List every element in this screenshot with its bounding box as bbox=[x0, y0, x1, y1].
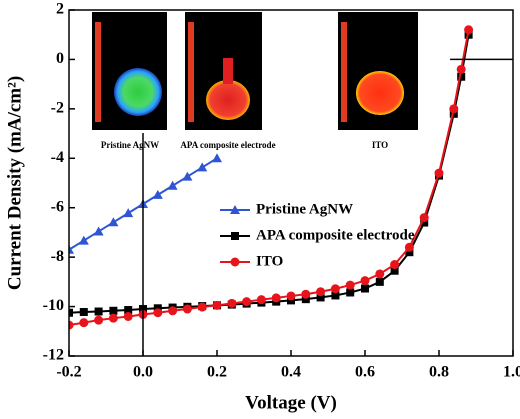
legend-marker bbox=[230, 257, 240, 267]
data-point bbox=[390, 260, 400, 270]
y-tick-label: -2 bbox=[51, 100, 64, 117]
legend-label: APA composite electrode bbox=[256, 227, 415, 243]
data-point bbox=[456, 64, 466, 74]
y-tick-label: -4 bbox=[51, 149, 64, 166]
plot-area bbox=[69, 25, 474, 330]
data-point bbox=[420, 218, 429, 227]
data-point bbox=[69, 308, 73, 317]
data-point bbox=[109, 306, 118, 315]
data-point bbox=[197, 302, 207, 312]
inset-label: ITO bbox=[372, 140, 388, 150]
data-point bbox=[286, 291, 296, 301]
x-axis-title: Voltage (V) bbox=[245, 392, 337, 413]
x-tick-label: 0.8 bbox=[429, 364, 449, 381]
y-tick-label: 0 bbox=[56, 50, 64, 67]
data-point bbox=[69, 320, 74, 330]
colorbar bbox=[188, 22, 194, 122]
legend-marker bbox=[231, 232, 239, 240]
y-axis-title: Current Density (mA/cm²) bbox=[4, 76, 25, 290]
y-tick-label: -6 bbox=[51, 198, 64, 215]
x-tick-label: 0.0 bbox=[133, 364, 153, 381]
data-point bbox=[167, 180, 178, 190]
data-point bbox=[123, 208, 134, 218]
data-point bbox=[449, 109, 458, 118]
data-point bbox=[301, 289, 311, 299]
data-point bbox=[301, 295, 310, 304]
data-point bbox=[360, 276, 370, 286]
data-point bbox=[152, 189, 163, 199]
data-point bbox=[405, 248, 414, 257]
data-point bbox=[464, 25, 474, 35]
data-point bbox=[375, 277, 384, 286]
data-point bbox=[449, 104, 459, 114]
y-tick-label: -8 bbox=[51, 248, 64, 265]
data-point bbox=[404, 242, 414, 252]
y-tick-label: -10 bbox=[43, 297, 64, 314]
x-tick-label: -0.2 bbox=[56, 364, 81, 381]
inset-sample bbox=[114, 68, 162, 116]
data-point bbox=[212, 153, 222, 163]
data-point bbox=[331, 291, 340, 300]
data-point bbox=[78, 235, 89, 245]
data-point bbox=[390, 266, 399, 275]
legend-label: ITO bbox=[256, 253, 283, 269]
data-point bbox=[345, 280, 355, 290]
inset-label: Pristine AgNW bbox=[101, 140, 159, 150]
data-point bbox=[330, 284, 340, 294]
data-point bbox=[94, 307, 103, 316]
x-tick-label: 1.0 bbox=[503, 364, 520, 381]
data-point bbox=[316, 293, 325, 302]
data-point bbox=[419, 213, 429, 223]
data-point bbox=[197, 162, 208, 172]
x-tick-label: 0.6 bbox=[355, 364, 375, 381]
data-point bbox=[227, 298, 237, 308]
colorbar bbox=[95, 22, 101, 122]
legend-marker bbox=[230, 205, 240, 214]
data-point bbox=[256, 295, 266, 305]
data-point bbox=[242, 297, 252, 307]
x-tick-label: 0.2 bbox=[207, 364, 227, 381]
data-point bbox=[212, 300, 222, 310]
data-point bbox=[346, 288, 355, 297]
data-point bbox=[123, 311, 133, 321]
data-point bbox=[153, 308, 163, 318]
inset-sample bbox=[223, 58, 233, 84]
y-tick-label: -12 bbox=[43, 347, 64, 364]
data-point bbox=[108, 217, 119, 227]
data-point bbox=[124, 306, 133, 315]
data-point bbox=[93, 226, 104, 236]
data-point bbox=[361, 284, 369, 293]
data-point bbox=[79, 308, 88, 317]
x-tick-label: 0.4 bbox=[281, 364, 301, 381]
inset-sample bbox=[206, 80, 250, 120]
data-point bbox=[457, 72, 466, 81]
inset-label: APA composite electrode bbox=[180, 140, 275, 150]
data-point bbox=[182, 304, 192, 314]
legend-label: Pristine AgNW bbox=[256, 201, 353, 217]
colorbar bbox=[341, 22, 347, 122]
insets bbox=[92, 12, 418, 130]
data-point bbox=[79, 318, 89, 328]
data-point bbox=[271, 293, 281, 303]
data-point bbox=[182, 171, 193, 181]
data-point bbox=[375, 269, 385, 279]
data-point bbox=[434, 168, 444, 178]
y-tick-label: 2 bbox=[56, 1, 64, 18]
data-point bbox=[69, 244, 74, 254]
data-point bbox=[316, 287, 326, 297]
data-point bbox=[168, 306, 178, 316]
inset-sample bbox=[356, 71, 404, 115]
data-point bbox=[94, 315, 104, 325]
data-point bbox=[108, 313, 118, 323]
